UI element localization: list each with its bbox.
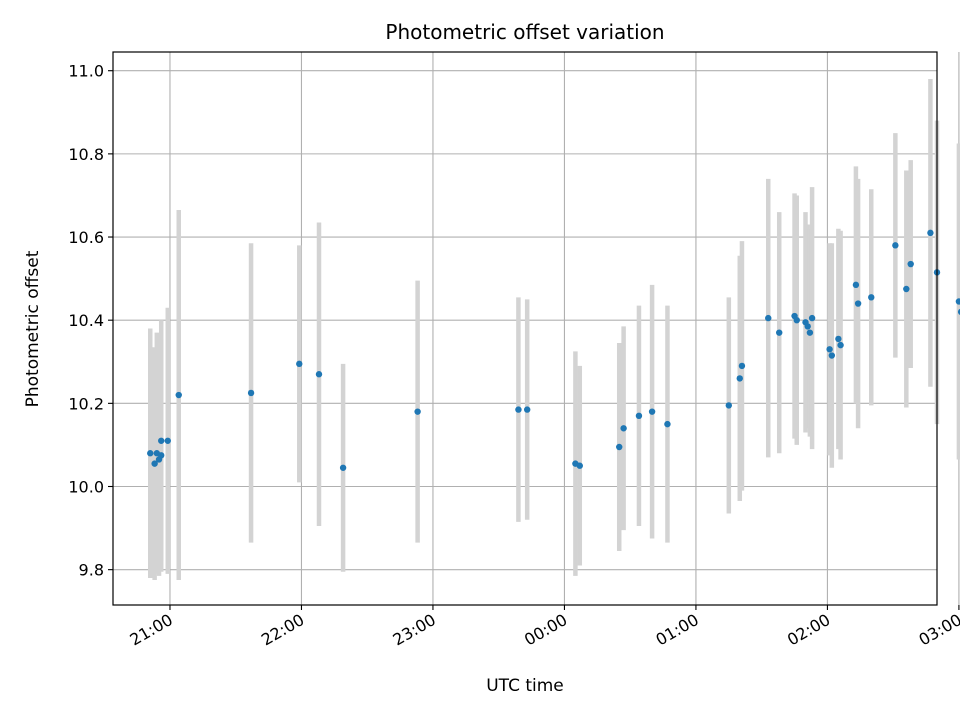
data-point (955, 298, 960, 305)
data-point (414, 408, 421, 415)
data-point (826, 346, 833, 353)
data-point (793, 316, 800, 324)
data-point (164, 437, 171, 444)
y-tick-label: 10.0 (68, 478, 104, 497)
y-tick-label: 11.0 (68, 62, 104, 81)
data-point (852, 281, 860, 289)
data-point (854, 300, 862, 307)
data-point (776, 329, 783, 336)
data-point (957, 308, 960, 315)
data-point (151, 460, 158, 467)
data-point (907, 260, 914, 268)
data-point (175, 391, 182, 399)
data-point (903, 285, 910, 293)
data-point (147, 450, 154, 457)
y-tick-label: 10.2 (68, 394, 104, 413)
data-point (835, 335, 842, 343)
data-point (158, 437, 165, 444)
y-tick-label: 10.6 (68, 228, 104, 247)
data-point (664, 420, 671, 428)
chart-title: Photometric offset variation (385, 20, 664, 44)
data-point (247, 389, 255, 397)
data-point (648, 408, 656, 415)
data-point (868, 294, 875, 301)
y-tick-label: 10.8 (68, 145, 104, 164)
data-point (806, 329, 814, 336)
data-point (736, 375, 743, 382)
y-axis-label: Photometric offset (23, 250, 43, 407)
data-point (725, 402, 733, 409)
data-point (158, 452, 165, 459)
data-point (620, 425, 627, 432)
y-tick-label: 10.4 (68, 311, 104, 330)
data-point (576, 462, 583, 469)
data-point (296, 360, 303, 368)
data-point (808, 314, 816, 322)
data-point (837, 341, 844, 349)
data-point (765, 314, 772, 322)
x-axis-label: UTC time (486, 676, 564, 696)
data-point (892, 242, 899, 249)
data-point (515, 406, 522, 413)
data-point (616, 443, 623, 451)
plot-area-frame (112, 51, 938, 606)
data-point (738, 362, 746, 370)
data-point (927, 229, 934, 237)
data-point (635, 412, 643, 420)
data-point (523, 406, 531, 413)
data-point (315, 371, 323, 378)
data-point (339, 464, 347, 471)
point-layer (147, 229, 960, 471)
data-point (804, 323, 811, 330)
y-tick-label: 9.8 (79, 561, 104, 580)
data-point (828, 352, 836, 359)
